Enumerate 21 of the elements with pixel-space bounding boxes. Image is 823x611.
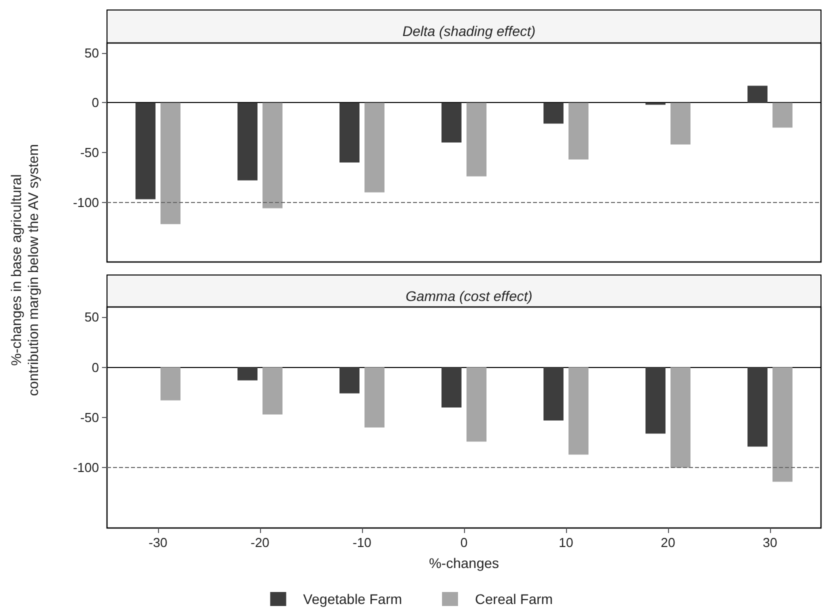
y-tick-label: 0 (92, 360, 99, 375)
y-axis-title: %-changes in base agricultural contribution margin below the AV system (8, 143, 42, 398)
x-tick-label: 20 (660, 535, 676, 550)
y-tick-label: 0 (92, 95, 99, 110)
y-tick-label: 50 (84, 45, 99, 60)
y-tick-label: -50 (80, 145, 99, 160)
chart-title: Gamma (cost effect) (406, 288, 532, 304)
y-tick-label: 50 (84, 310, 99, 325)
chart-title: Delta (shading effect) (402, 23, 536, 39)
x-axis-title: %-changes (428, 555, 500, 571)
x-tick-label: -30 (148, 535, 168, 550)
legend-label: Vegetable Farm (303, 591, 402, 607)
x-tick-label: -20 (250, 535, 270, 550)
x-tick-label: 0 (460, 535, 468, 550)
x-tick-label: -10 (352, 535, 372, 550)
y-tick-label: -50 (80, 410, 99, 425)
legend-label: Cereal Farm (475, 591, 553, 607)
x-tick-label: 30 (762, 535, 778, 550)
y-tick-label: -100 (72, 194, 99, 210)
x-tick-label: 10 (558, 535, 574, 550)
y-tick-label: -100 (72, 460, 99, 476)
